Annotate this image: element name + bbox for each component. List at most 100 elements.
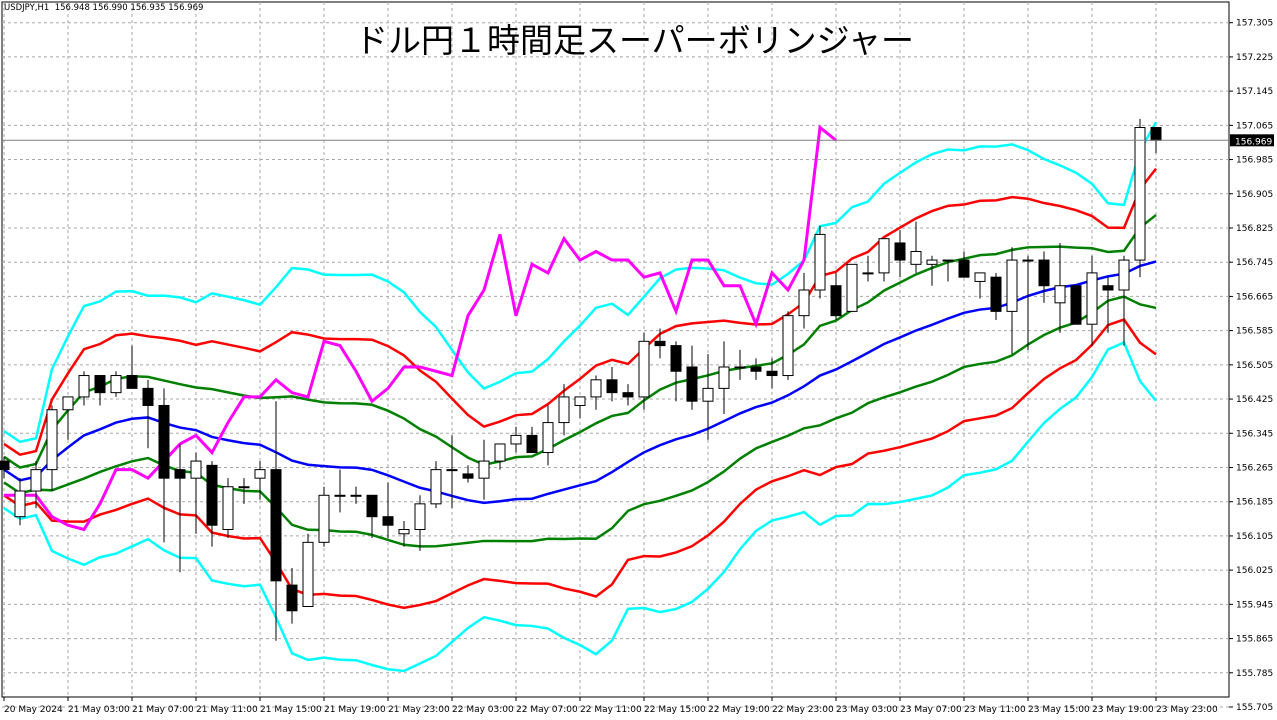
x-tick-label: 23 May 03:00 (836, 705, 898, 715)
y-tick-label: 155.945 (1236, 600, 1273, 610)
candle-body (190, 460, 202, 479)
candle-body (718, 366, 730, 389)
x-tick-label: 23 May 15:00 (1028, 705, 1090, 715)
candle-body (622, 392, 634, 398)
x-tick-label: 22 May 23:00 (772, 705, 834, 715)
x-tick-label: 21 May 19:00 (324, 705, 386, 715)
candle-body (94, 375, 106, 394)
symbol-info: USDJPY,H1 156.948 156.990 156.935 156.96… (4, 3, 204, 13)
x-tick-label: 23 May 07:00 (900, 705, 962, 715)
candle-body (590, 379, 602, 398)
candle-body (798, 289, 810, 317)
y-tick-label: 156.745 (1236, 258, 1273, 268)
candle-body (414, 503, 426, 531)
candle-body (542, 422, 554, 454)
candle-body (30, 469, 42, 492)
y-tick-label: 156.265 (1236, 463, 1273, 473)
y-tick-label: 155.705 (1236, 703, 1273, 713)
y-tick-label: 157.145 (1236, 87, 1273, 97)
candle-body (1006, 259, 1018, 312)
candle-body (606, 379, 618, 394)
x-tick-label: 21 May 07:00 (132, 705, 194, 715)
candle-body (846, 263, 858, 312)
candle-body (1022, 259, 1034, 262)
candle-body (1150, 126, 1162, 141)
candle-body (142, 387, 154, 406)
x-tick-label: 21 May 15:00 (260, 705, 322, 715)
x-tick-label: 23 May 23:00 (1156, 705, 1218, 715)
candle-body (286, 584, 298, 612)
x-tick-label: 21 May 23:00 (388, 705, 450, 715)
candle-body (1038, 259, 1050, 287)
y-tick-label: 156.905 (1236, 190, 1273, 200)
candle-body (222, 486, 234, 531)
plot-frame (1, 1, 1230, 698)
candle-body (270, 469, 282, 582)
candle-body (462, 473, 474, 479)
candle-body (398, 529, 410, 535)
candle-body (574, 396, 586, 406)
y-tick-label: 157.225 (1236, 53, 1273, 63)
candle-body (510, 434, 522, 445)
candle-body (702, 387, 714, 402)
candle-body (558, 396, 570, 424)
y-tick-label: 156.425 (1236, 395, 1273, 405)
candle-body (926, 259, 938, 265)
x-tick-label: 21 May 03:00 (68, 705, 130, 715)
candle-body (126, 375, 138, 389)
candle-body (334, 494, 346, 497)
x-tick-label: 23 May 11:00 (964, 705, 1026, 715)
candle-body (206, 464, 218, 526)
y-tick-label: 157.305 (1236, 19, 1273, 29)
candle-body (14, 490, 26, 518)
current-price-label: 156.969 (1235, 137, 1272, 147)
candle-body (46, 409, 58, 471)
candle-body (78, 375, 90, 398)
chikou-span-line (4, 124, 837, 532)
candle-body (174, 469, 186, 479)
candle-body (1054, 285, 1066, 304)
y-tick-label: 155.785 (1236, 669, 1273, 679)
candle-body (1102, 285, 1114, 291)
candle-body (526, 434, 538, 454)
candle-body (750, 366, 762, 372)
x-tick-label: 22 May 19:00 (708, 705, 770, 715)
candle-body (1134, 126, 1146, 261)
candle-body (766, 370, 778, 377)
candle-body (670, 345, 682, 372)
candle-body (990, 276, 1002, 312)
candle-body (302, 541, 314, 607)
candle-body (830, 285, 842, 317)
candle-body (318, 494, 330, 543)
candle-body (654, 340, 666, 347)
y-tick-label: 156.825 (1236, 224, 1273, 234)
x-tick-label: 21 May 11:00 (196, 705, 258, 715)
candle-body (366, 494, 378, 518)
y-tick-label: 156.665 (1236, 292, 1273, 302)
candle-body (638, 340, 650, 398)
x-tick-label: 22 May 15:00 (644, 705, 706, 715)
candle-body (158, 404, 170, 479)
candle-body (446, 469, 458, 472)
y-tick-label: 156.185 (1236, 498, 1273, 508)
candle-body (734, 366, 746, 369)
candle-body (0, 460, 10, 471)
candle-body (1070, 285, 1082, 325)
candle-body (110, 375, 122, 394)
candle-body (974, 272, 986, 282)
x-tick-label: 22 May 11:00 (580, 705, 642, 715)
candle-body (62, 396, 74, 411)
x-tick-label: 23 May 19:00 (1092, 705, 1154, 715)
candle-body (814, 233, 826, 291)
y-tick-label: 156.585 (1236, 327, 1273, 337)
lower-3sigma-line (3, 340, 1157, 673)
chart-title: ドル円１時間足スーパーボリンジャー (355, 21, 915, 60)
candle-body (894, 242, 906, 261)
candle-body (350, 494, 362, 497)
x-tick-label: 22 May 07:00 (516, 705, 578, 715)
sma-line (3, 260, 1157, 505)
y-tick-label: 155.865 (1236, 635, 1273, 645)
candle-body (686, 366, 698, 402)
